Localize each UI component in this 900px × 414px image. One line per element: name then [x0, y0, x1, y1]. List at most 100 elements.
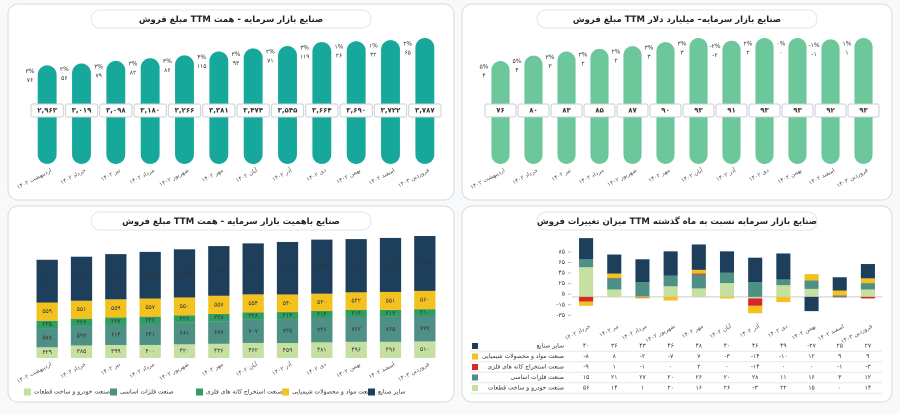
table-cell: ۲۸: [752, 374, 759, 381]
bar-segment: [173, 297, 196, 316]
bar-segment: [276, 319, 299, 344]
change-percent: ۱%: [843, 41, 852, 48]
title-box: [536, 211, 818, 231]
value-label: ۳,۰۹۸: [106, 107, 126, 115]
table-cell: -۸: [583, 353, 589, 360]
table-cell: ۴۰: [724, 343, 730, 350]
bar-segment: [414, 341, 436, 358]
value-label: ۹۳: [859, 107, 868, 115]
table-cell: ۱۲: [865, 374, 871, 381]
change-value: ۵۶: [61, 75, 67, 82]
table-row-label: صنعت استخراج کانه های فلزی: [487, 364, 564, 371]
table-cell: ۲۰: [667, 385, 673, 392]
table-cell: ۴۰: [583, 343, 589, 350]
bar-segment: [663, 296, 678, 301]
segment-label: ۲۱۴: [283, 312, 293, 319]
title-box: [536, 9, 818, 29]
bar-segment: [776, 285, 791, 297]
table-cell: -۳: [865, 364, 871, 371]
table-cell: ۰: [810, 364, 813, 371]
segment-label: ۳۸۵: [77, 348, 87, 355]
value-label-box: [847, 103, 880, 118]
segment-label: ۷۷۷: [420, 325, 430, 332]
segment-label: ۲۱۳: [386, 310, 396, 317]
value-label-box: [748, 103, 781, 118]
bar-segment: [70, 345, 93, 358]
value-label-box: [715, 103, 748, 118]
bar-segment: [607, 278, 622, 290]
change-value: ۸۲: [130, 70, 136, 77]
segment-label: ۲۲۸: [248, 313, 258, 320]
bar-segment: [379, 316, 402, 342]
change-value: ۱۱۹: [300, 54, 310, 61]
segment-label: ۲۲۶: [145, 317, 155, 324]
segment-label: ۵۷۸: [42, 334, 52, 341]
bar-segment: [208, 321, 230, 344]
bar-segment: [105, 324, 127, 345]
change-value: ۷۹: [95, 72, 101, 79]
bar-segment: [579, 267, 594, 297]
table-cell: ۵۶: [583, 385, 589, 392]
legend-swatch: [472, 343, 478, 349]
bar-segment: [691, 274, 706, 289]
segment-label: ۷۳۵: [283, 328, 293, 335]
bar-segment: [242, 319, 264, 343]
bar-segment: [663, 275, 678, 287]
segment-label: ۵۵۹: [42, 308, 52, 315]
segment-label: ۵۵۴: [248, 300, 258, 307]
bar-segment: [832, 296, 847, 298]
change-value: ۱۱۵: [197, 63, 207, 70]
segment-label: ۵۵۰: [180, 303, 190, 310]
segment-label: ۲۱۰: [420, 309, 430, 316]
change-value: ۸۶: [164, 67, 170, 74]
bar-segment: [139, 316, 161, 325]
change-percent: -۱%: [808, 42, 819, 49]
table-cell: ۲: [697, 364, 700, 371]
value-label: ۷۶: [496, 107, 505, 115]
change-percent: -۲%: [709, 43, 720, 50]
bar-segment: [860, 264, 875, 279]
segment-label: ۴۳۶: [214, 347, 224, 354]
bar-segment: [173, 249, 196, 298]
table-cell: ۸: [613, 353, 617, 360]
segment-label: ۱,۵۶۳: [246, 265, 262, 272]
value-label-box: [167, 103, 202, 118]
bar-segment: [663, 286, 678, 297]
value-label: ۸۰: [529, 107, 538, 115]
legend-swatch: [282, 388, 289, 396]
table-cell: ۲۶: [696, 374, 702, 381]
value-label-box: [616, 103, 649, 118]
change-percent: ۲%: [266, 49, 275, 56]
change-percent: ۳%: [300, 45, 309, 52]
change-value: ۴: [515, 67, 518, 74]
segment-label: ۲۲۶: [77, 319, 87, 326]
bar-segment: [311, 310, 333, 318]
bar-segment: [311, 342, 333, 358]
table-row-label: صنعت فلزات اساسی: [510, 374, 564, 381]
legend-swatch: [368, 388, 375, 396]
bar-segment: [208, 246, 230, 296]
change-percent: ۱%: [369, 43, 378, 50]
value-label-box: [550, 103, 583, 118]
change-percent: ۳%: [94, 63, 103, 70]
table-cell: ۰: [838, 385, 841, 392]
table-cell: ۰: [669, 364, 672, 371]
table-cell: ۰: [725, 364, 728, 371]
legend-swatch: [472, 353, 478, 360]
bar-segment: [139, 251, 161, 299]
value-label-box: [133, 103, 167, 118]
bar-segment: [776, 253, 791, 280]
value-label-box: [64, 103, 99, 118]
table-cell: ۱۵: [583, 374, 589, 381]
y-tick-label: ۴۵: [559, 270, 565, 277]
value-label: ۹۱: [727, 107, 736, 115]
segment-label: ۶۴۱: [145, 331, 155, 338]
legend-label: صنعت استخراج کانه های فلزی: [206, 389, 283, 396]
bar: [312, 42, 332, 164]
bar-segment: [242, 312, 264, 320]
segment-label: ۵۴۰: [283, 300, 293, 307]
table-cell: ۲۷: [865, 343, 872, 350]
segment-label: ۳۲۹: [42, 349, 52, 356]
bar-segment: [414, 309, 436, 317]
bar-segment: [635, 296, 650, 298]
